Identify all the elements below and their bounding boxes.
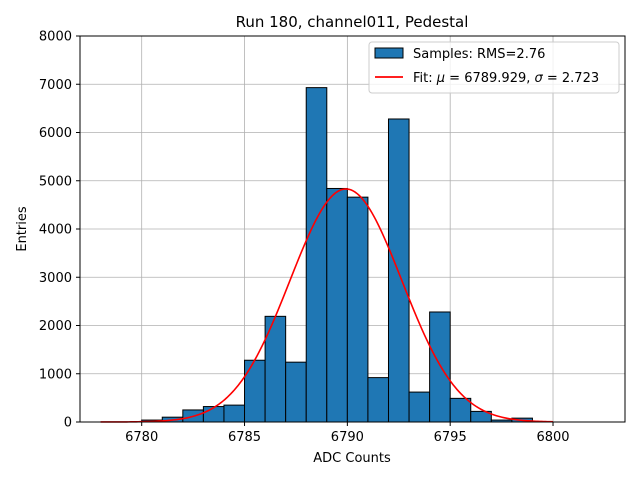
y-tick-label: 8000 (39, 30, 72, 45)
x-tick-label: 6790 (331, 430, 364, 445)
histogram-bar (223, 404, 246, 423)
legend-fit-sigma-text: = 2.723 (543, 71, 599, 86)
legend-histogram-swatch (374, 47, 404, 59)
legend: Samples: RMS=2.76 Fit: μ = 6789.929, σ =… (368, 41, 620, 94)
legend-fit-label: Fit: μ = 6789.929, σ = 2.723 (413, 71, 599, 86)
histogram-bars (141, 87, 533, 423)
histogram-bar (346, 196, 369, 423)
legend-box (368, 41, 620, 94)
y-tick-label: 7000 (39, 78, 72, 93)
legend-fit-mu-text: = 6789.929, (445, 71, 534, 86)
y-tick-label: 2000 (39, 319, 72, 334)
x-tick-label: 6795 (434, 430, 467, 445)
y-tick-label: 4000 (39, 223, 72, 238)
y-tick-label: 3000 (39, 271, 72, 286)
y-axis-label: Entries (15, 206, 30, 252)
legend-fit-sigma-symbol: σ (535, 71, 544, 86)
y-axis-ticks: 0 1000 2000 3000 4000 5000 6000 7000 8000 (39, 30, 80, 431)
histogram-bar (367, 377, 389, 423)
y-tick-label: 0 (64, 416, 72, 431)
chart-title: Run 180, channel011, Pedestal (236, 13, 469, 31)
x-tick-label: 6780 (125, 430, 158, 445)
fit-curve-layer (100, 188, 554, 423)
histogram-bar (408, 391, 431, 423)
legend-fit-mu-symbol: μ (436, 71, 445, 86)
histogram-bar (305, 87, 328, 423)
fit-curve (100, 188, 554, 423)
histogram-bar (326, 187, 348, 423)
histogram-bar (285, 361, 307, 423)
histogram-bar (449, 397, 472, 423)
histogram-bar (244, 359, 266, 423)
y-tick-label: 6000 (39, 126, 72, 141)
legend-histogram-label: Samples: RMS=2.76 (413, 47, 545, 62)
x-axis-ticks: 6780 6785 6790 6795 6800 (125, 422, 570, 445)
y-tick-label: 5000 (39, 174, 72, 189)
histogram-bar (202, 406, 225, 423)
histogram-bar (429, 311, 451, 423)
y-tick-label: 1000 (39, 367, 72, 382)
histogram-bar (387, 118, 410, 423)
x-tick-label: 6785 (228, 430, 261, 445)
x-tick-label: 6800 (536, 430, 569, 445)
x-axis-label: ADC Counts (313, 451, 391, 466)
legend-fit-prefix: Fit: (413, 71, 437, 86)
